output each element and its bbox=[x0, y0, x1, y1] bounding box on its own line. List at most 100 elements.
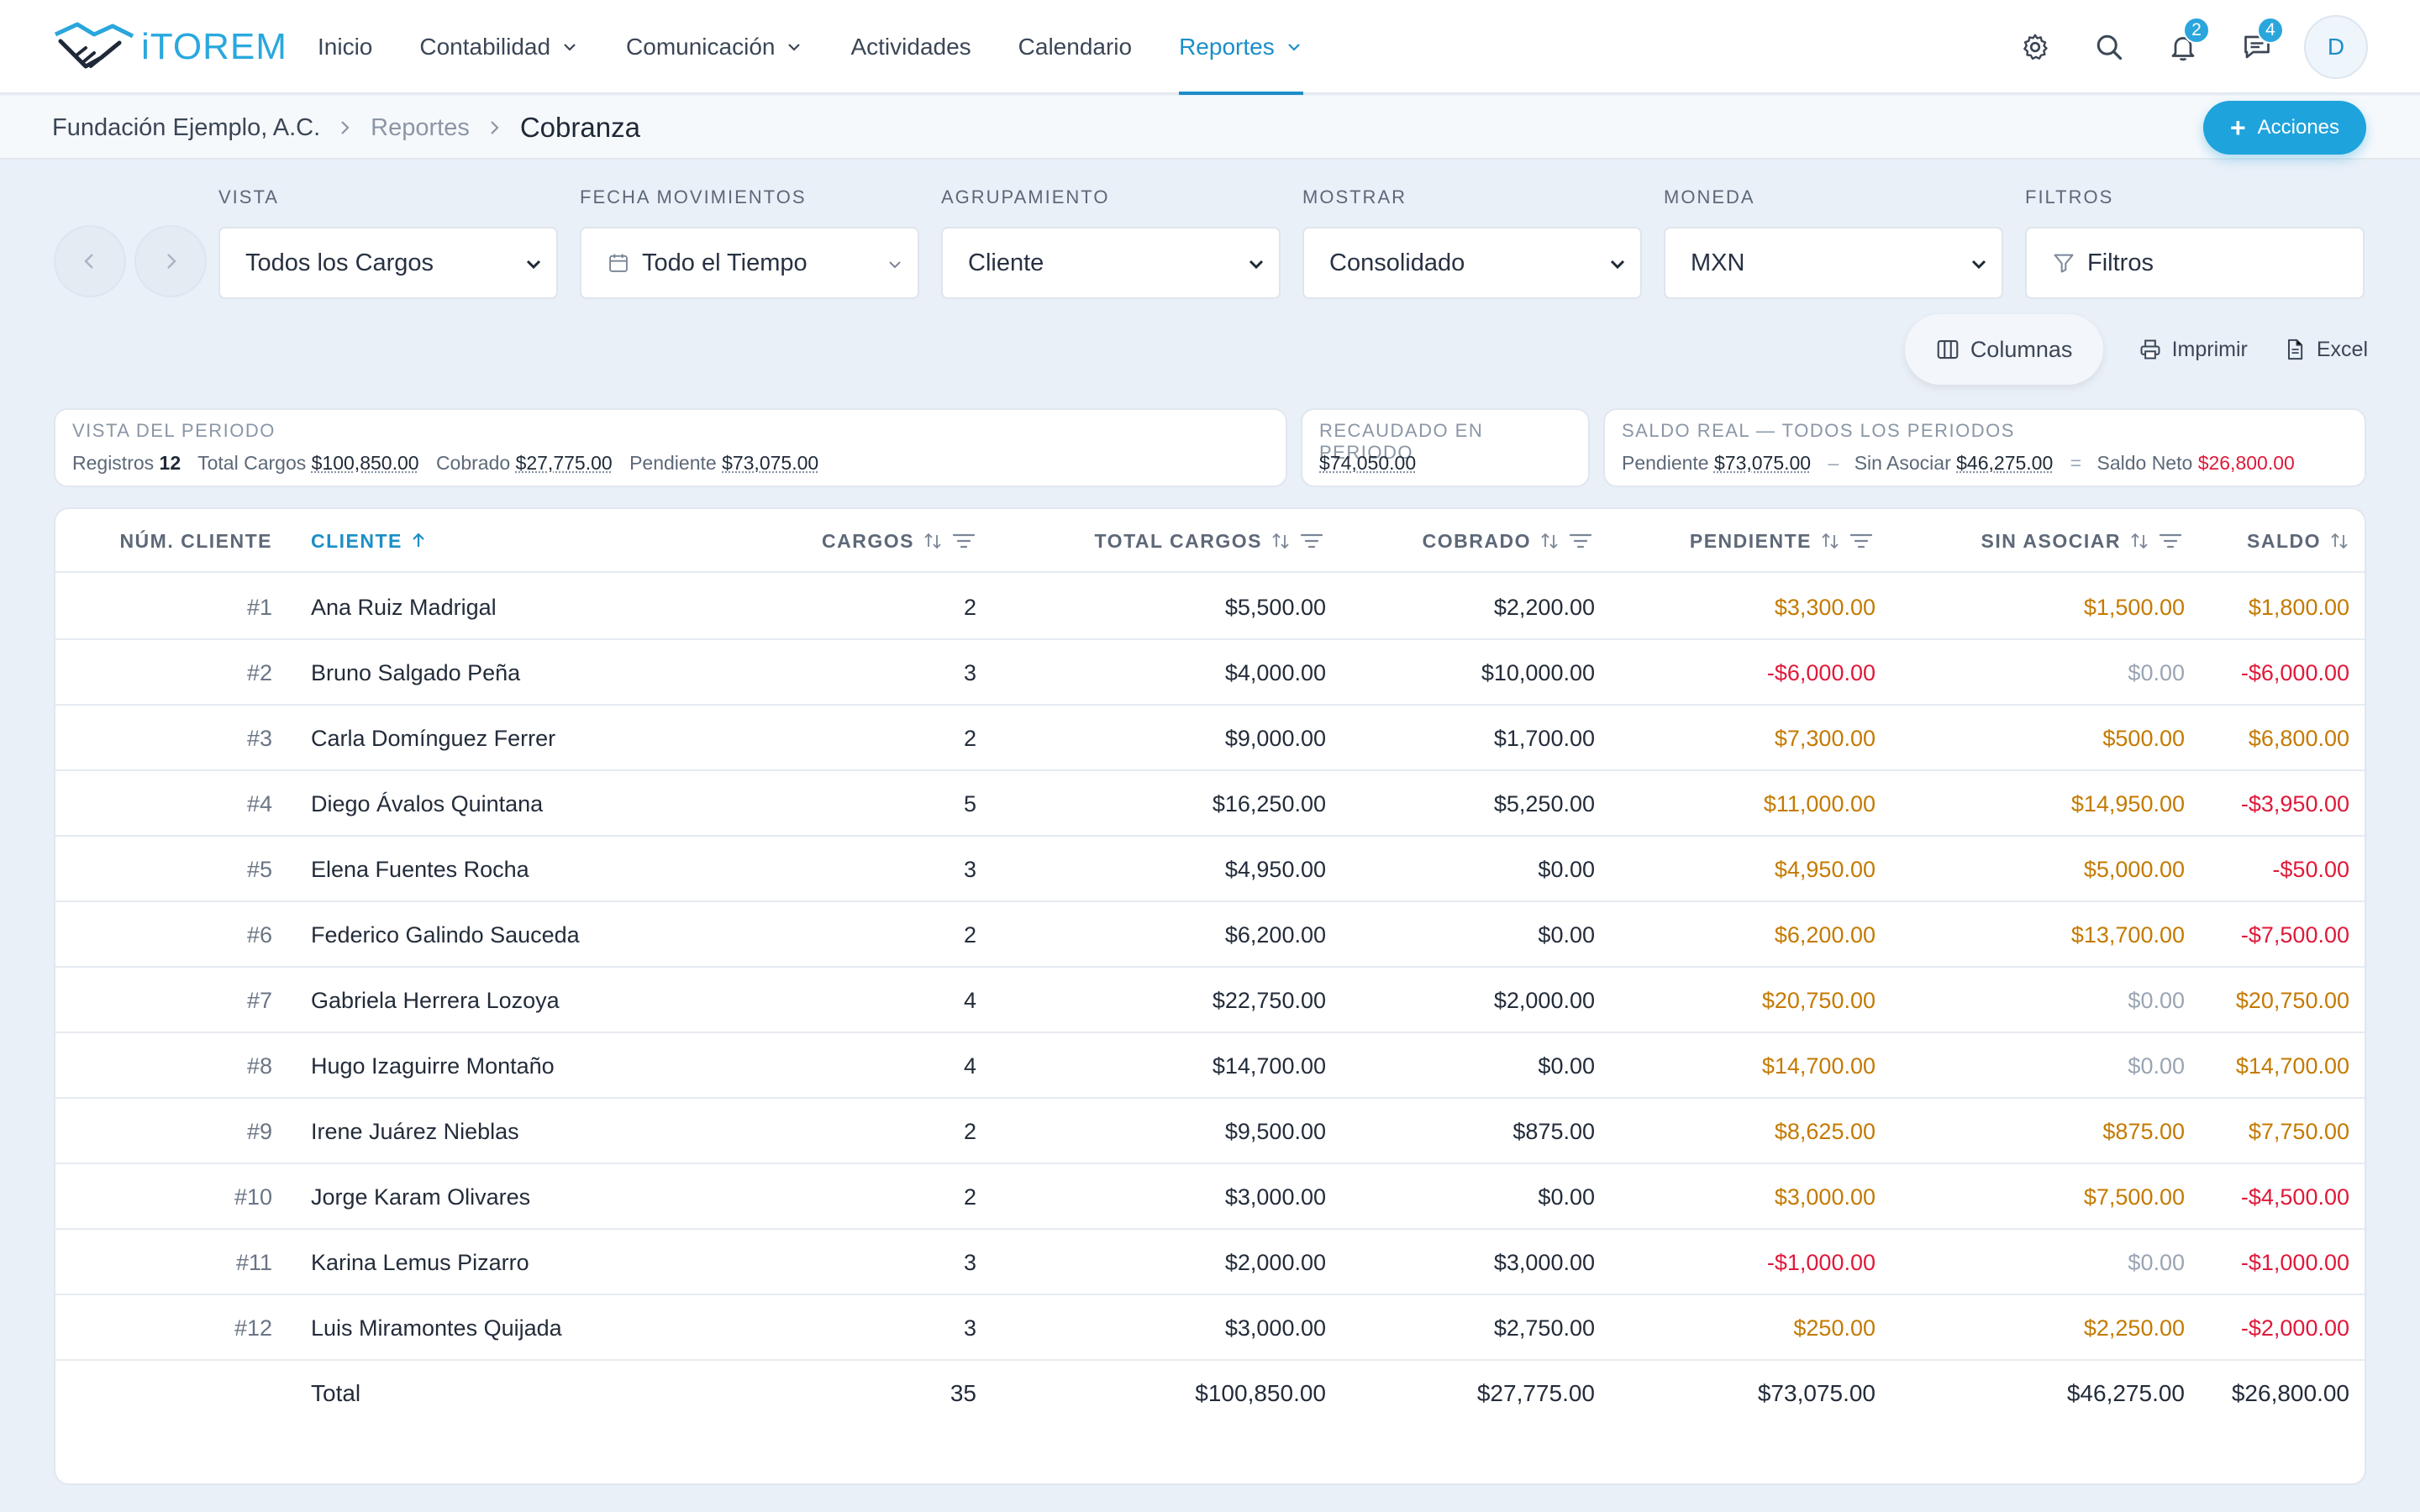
cell-sin-asociar: $0.00 bbox=[2128, 1053, 2185, 1079]
cell-total-cargos: $9,500.00 bbox=[1224, 1118, 1326, 1144]
cell-cobrado: $0.00 bbox=[1538, 1053, 1595, 1079]
filter-lines-icon[interactable] bbox=[1849, 531, 1874, 551]
cell-pendiente: $8,625.00 bbox=[1774, 1118, 1876, 1144]
cell-pendiente: -$1,000.00 bbox=[1766, 1249, 1876, 1275]
cell-cliente: Gabriela Herrera Lozoya bbox=[311, 987, 560, 1013]
notifications-button[interactable]: 2 bbox=[2151, 15, 2215, 79]
next-page-button[interactable] bbox=[134, 225, 207, 297]
header-pendiente[interactable]: PENDIENTE bbox=[1602, 509, 1874, 573]
total-cargos: 35 bbox=[950, 1380, 976, 1406]
filters-button[interactable]: Filtros bbox=[2025, 227, 2365, 299]
breadcrumb-org[interactable]: Fundación Ejemplo, A.C. bbox=[52, 113, 321, 141]
minus-operator: – bbox=[1828, 452, 1839, 474]
table-row[interactable]: #3 Carla Domínguez Ferrer 2 $9,000.00 $1,700… bbox=[55, 706, 2365, 771]
table-row[interactable]: #12 Luis Miramontes Quijada 3 $3,000.00 $2,7… bbox=[55, 1295, 2365, 1361]
messages-button[interactable]: 4 bbox=[2225, 15, 2289, 79]
table-row[interactable]: #5 Elena Fuentes Rocha 3 $4,950.00 $0.00 $4,9… bbox=[55, 837, 2365, 902]
filter-label: MOSTRAR bbox=[1302, 186, 1407, 207]
registros-value: 12 bbox=[159, 452, 182, 474]
excel-button[interactable]: Excel bbox=[2283, 338, 2368, 362]
filter-lines-icon[interactable] bbox=[1299, 531, 1324, 551]
table-row[interactable]: #1 Ana Ruiz Madrigal 2 $5,500.00 $2,200.00 $3… bbox=[55, 575, 2365, 640]
stat-label: Pendiente bbox=[629, 452, 717, 474]
cell-saldo: $14,700.00 bbox=[2235, 1053, 2349, 1079]
cell-sin-asociar: $7,500.00 bbox=[2083, 1184, 2185, 1210]
cell-saldo: -$3,950.00 bbox=[2240, 790, 2349, 816]
nav-reportes[interactable]: Reportes bbox=[1179, 0, 1303, 95]
cell-cobrado: $875.00 bbox=[1512, 1118, 1595, 1144]
moneda-select[interactable]: MXN bbox=[1664, 227, 2003, 299]
cell-pendiente: $14,700.00 bbox=[1761, 1053, 1876, 1079]
summary-line: $74,050.00 bbox=[1319, 452, 1571, 475]
filter-filtros: FILTROS Filtros bbox=[2025, 186, 2365, 299]
header-label: SALDO bbox=[2247, 529, 2321, 552]
header-label: SIN ASOCIAR bbox=[1981, 529, 2121, 552]
cell-cliente: Bruno Salgado Peña bbox=[311, 659, 521, 685]
header-cargos[interactable]: CARGOS bbox=[711, 509, 976, 573]
print-button[interactable]: Imprimir bbox=[2139, 338, 2248, 362]
header-num-cliente[interactable]: NÚM. CLIENTE bbox=[55, 509, 272, 573]
table-row[interactable]: #9 Irene Juárez Nieblas 2 $9,500.00 $875.00 $… bbox=[55, 1099, 2365, 1164]
filter-lines-icon[interactable] bbox=[951, 531, 976, 551]
summary-saldo-real: SALDO REAL — TODOS LOS PERIODOS Pendient… bbox=[1603, 408, 2366, 487]
nav-calendario[interactable]: Calendario bbox=[1018, 0, 1132, 94]
sort-icon bbox=[1822, 533, 1839, 549]
user-avatar[interactable]: D bbox=[2304, 15, 2368, 79]
chevron-right-icon bbox=[491, 121, 499, 134]
cell-num-cliente: #8 bbox=[246, 1053, 272, 1079]
summary-periodo: VISTA DEL PERIODO Registros 12 Total Car… bbox=[54, 408, 1287, 487]
select-value: Cliente bbox=[968, 249, 1044, 276]
settings-button[interactable] bbox=[2003, 15, 2067, 79]
date-range-picker[interactable]: Todo el Tiempo bbox=[580, 227, 919, 299]
cell-cargos: 2 bbox=[963, 1184, 976, 1210]
table-row[interactable]: #10 Jorge Karam Olivares 2 $3,000.00 $0.00 $3… bbox=[55, 1164, 2365, 1230]
vista-select[interactable]: Todos los Cargos bbox=[218, 227, 558, 299]
header-total-cargos[interactable]: TOTAL CARGOS bbox=[980, 509, 1324, 573]
cell-pendiente: $250.00 bbox=[1793, 1315, 1876, 1341]
date-range-value: Todo el Tiempo bbox=[642, 249, 808, 276]
table-row[interactable]: #11 Karina Lemus Pizarro 3 $2,000.00 $3,000.… bbox=[55, 1230, 2365, 1295]
nav-contabilidad[interactable]: Contabilidad bbox=[419, 0, 579, 94]
app-logo[interactable]: iTOREM bbox=[52, 15, 287, 79]
nav-label: Actividades bbox=[850, 34, 971, 60]
total-label: Total bbox=[311, 1380, 361, 1406]
nav-label: Contabilidad bbox=[419, 34, 551, 60]
filter-lines-icon[interactable] bbox=[1568, 531, 1593, 551]
total-total-cargos: $100,850.00 bbox=[1195, 1380, 1326, 1406]
cell-cargos: 3 bbox=[963, 1249, 976, 1275]
cell-pendiente: $3,000.00 bbox=[1774, 1184, 1876, 1210]
cell-total-cargos: $14,700.00 bbox=[1212, 1053, 1326, 1079]
filters-label: Filtros bbox=[2087, 249, 2154, 276]
header-cliente[interactable]: CLIENTE bbox=[311, 509, 563, 573]
nav-actividades[interactable]: Actividades bbox=[850, 0, 971, 94]
nav-comunicacion[interactable]: Comunicación bbox=[626, 0, 803, 94]
cell-sin-asociar: $0.00 bbox=[2128, 1249, 2185, 1275]
table-row[interactable]: #4 Diego Ávalos Quintana 5 $16,250.00 $5,250… bbox=[55, 771, 2365, 837]
breadcrumb-section[interactable]: Reportes bbox=[371, 113, 470, 141]
nav-label: Calendario bbox=[1018, 34, 1133, 60]
cell-saldo: -$4,500.00 bbox=[2240, 1184, 2349, 1210]
mostrar-select[interactable]: Consolidado bbox=[1302, 227, 1642, 299]
header-cobrado[interactable]: COBRADO bbox=[1333, 509, 1593, 573]
table-row[interactable]: #7 Gabriela Herrera Lozoya 4 $22,750.00 $2,0… bbox=[55, 968, 2365, 1033]
header-sin-asociar[interactable]: SIN ASOCIAR bbox=[1879, 509, 2183, 573]
cell-cobrado: $2,000.00 bbox=[1493, 987, 1595, 1013]
table-row[interactable]: #2 Bruno Salgado Peña 3 $4,000.00 $10,000.00… bbox=[55, 640, 2365, 706]
agrupamiento-select[interactable]: Cliente bbox=[941, 227, 1281, 299]
cell-total-cargos: $4,950.00 bbox=[1224, 856, 1326, 882]
cell-saldo: -$6,000.00 bbox=[2240, 659, 2349, 685]
filter-lines-icon[interactable] bbox=[2158, 531, 2183, 551]
cell-total-cargos: $22,750.00 bbox=[1212, 987, 1326, 1013]
columns-button[interactable]: Columnas bbox=[1904, 314, 2103, 385]
prev-page-button[interactable] bbox=[54, 225, 126, 297]
nav-inicio[interactable]: Inicio bbox=[318, 0, 372, 94]
table-row[interactable]: #8 Hugo Izaguirre Montaño 4 $14,700.00 $0.00… bbox=[55, 1033, 2365, 1099]
cell-sin-asociar: $0.00 bbox=[2128, 987, 2185, 1013]
header-saldo[interactable]: SALDO bbox=[2190, 509, 2349, 573]
search-button[interactable] bbox=[2077, 15, 2141, 79]
cell-cliente: Federico Galindo Sauceda bbox=[311, 921, 580, 948]
table-row[interactable]: #6 Federico Galindo Sauceda 2 $6,200.00 $0.0… bbox=[55, 902, 2365, 968]
total-cobrado: $27,775.00 bbox=[1476, 1380, 1595, 1406]
columns-label: Columnas bbox=[1970, 336, 2073, 362]
actions-button[interactable]: + Acciones bbox=[2203, 101, 2366, 155]
